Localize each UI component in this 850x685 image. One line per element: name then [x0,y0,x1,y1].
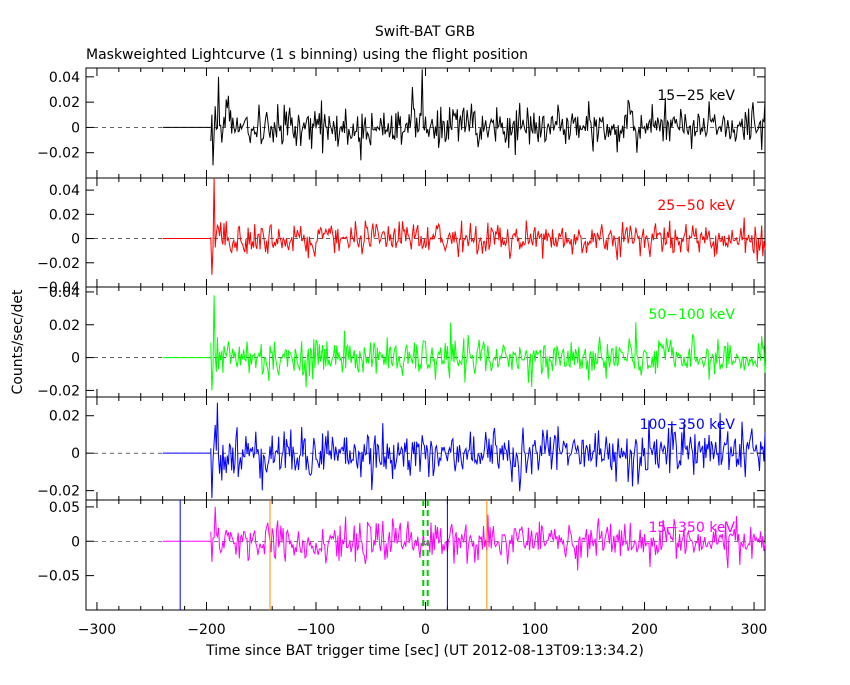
band-label-25-50-kev: 25−50 keV [657,198,735,214]
panel-frame-100-350-kev [85,396,766,501]
chart-subtitle: Maskweighted Lightcurve (1 s binning) us… [86,47,528,63]
y-tick-label: −0.02 [37,256,80,272]
x-tick-label: −100 [297,622,335,638]
lightcurve-15-350-kev [210,506,766,571]
y-tick-label: 0 [71,120,80,136]
x-tick-label: 200 [631,622,658,638]
y-tick-label: 0.04 [49,70,80,86]
lightcurve-15-25-kev [210,69,766,166]
y-tick-label: 0.02 [49,318,80,334]
y-tick-label: 0.02 [49,207,80,223]
y-tick-label: −0.02 [37,146,80,162]
band-label-100-350-kev: 100−350 keV [640,417,736,433]
y-tick-label: −0.05 [37,569,80,585]
x-tick-label: 100 [522,622,549,638]
y-tick-label: 0 [71,232,80,248]
y-tick-label: −0.02 [37,383,80,399]
band-label-15-25-kev: 15−25 keV [657,88,735,104]
x-tick-label: −300 [78,622,116,638]
y-axis-label: Counts/sec/det [10,289,26,394]
band-label-50-100-kev: 50−100 keV [648,307,735,323]
y-tick-label: 0 [71,534,80,550]
y-tick-label: 0 [71,351,80,367]
lightcurve-100-350-kev [210,402,766,499]
y-tick-label: 0.04 [49,183,80,199]
panel-frame-15-350-kev [85,499,766,611]
lightcurve-25-50-kev [210,177,766,275]
y-tick-label: 0 [71,446,80,462]
y-tick-label: 0.05 [49,500,80,516]
y-tick-label: 0.04 [49,285,80,301]
y-tick-label: −0.02 [37,484,80,500]
panel-frame-25-50-kev [85,177,766,288]
x-axis-label: Time since BAT trigger time [sec] (UT 20… [205,643,644,659]
band-label-15-350-kev: 15−350 keV [648,520,735,536]
chart-title: Swift-BAT GRB [375,24,475,40]
x-tick-label: 0 [421,622,430,638]
x-tick-label: 300 [741,622,768,638]
y-tick-label: 0.02 [49,409,80,425]
x-tick-label: −200 [187,622,225,638]
lightcurve-50-100-kev [210,295,766,391]
y-tick-label: −0.04 [37,280,80,296]
panels-group: 0.04 0.02 0 −0.02 15−25 keV 0.04 0.02 0 −0.02 −0.… [37,67,768,638]
y-tick-label: 0.02 [49,95,80,111]
